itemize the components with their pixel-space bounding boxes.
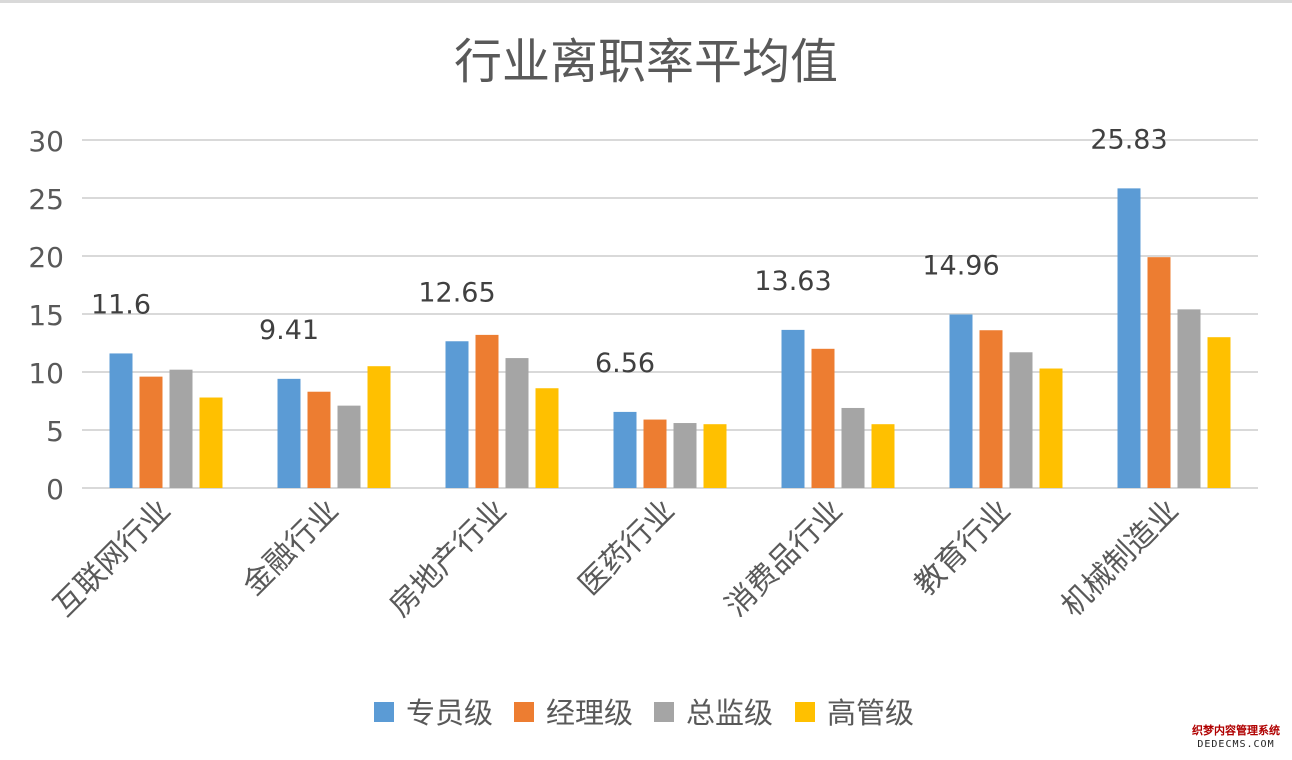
x-category-label: 医药行业 (572, 493, 682, 603)
x-category-label: 机械制造业 (1055, 493, 1186, 624)
top-border (0, 0, 1292, 3)
y-tick-label: 10 (28, 357, 64, 390)
bar (781, 329, 805, 488)
bar (673, 423, 697, 488)
x-axis-labels: 互联网行业 金融行业 房地产行业 医药行业 消费品行业 教育行业 机械制造业 (47, 493, 1186, 624)
bar (703, 424, 727, 488)
bar (337, 405, 361, 488)
bar (1177, 309, 1201, 488)
bar (139, 376, 163, 488)
x-category-label: 教育行业 (908, 493, 1018, 603)
data-label: 12.65 (418, 277, 495, 308)
bar (613, 411, 637, 488)
data-label: 6.56 (595, 348, 655, 379)
bar (1207, 337, 1231, 488)
legend-swatch (514, 702, 534, 722)
y-tick-label: 15 (28, 299, 64, 332)
bar (811, 348, 835, 488)
bar (367, 366, 391, 488)
legend-swatch (654, 702, 674, 722)
data-labels: 11.6 9.41 12.65 6.56 13.63 14.96 25.83 (91, 124, 1168, 379)
y-tick-label: 20 (28, 241, 64, 274)
legend: 专员级 经理级 总监级 高管级 (374, 696, 914, 730)
data-label: 13.63 (754, 266, 831, 297)
bar (169, 369, 193, 488)
bar (535, 388, 559, 488)
y-tick-label: 5 (46, 415, 64, 448)
bar (841, 407, 865, 488)
bar (505, 358, 529, 488)
x-category-label: 房地产行业 (383, 493, 514, 624)
y-tick-label: 25 (28, 183, 64, 216)
data-label: 14.96 (922, 250, 999, 281)
legend-label: 总监级 (686, 696, 773, 730)
y-tick-label: 0 (46, 473, 64, 506)
y-axis-ticks: 0 5 10 15 20 25 30 (28, 125, 64, 506)
legend-label: 专员级 (406, 696, 493, 730)
bar (199, 397, 223, 488)
legend-swatch (374, 702, 394, 722)
bar (1039, 368, 1063, 488)
bar (871, 424, 895, 488)
bars (109, 188, 1231, 488)
bar (277, 378, 301, 488)
bar (949, 314, 973, 488)
bar (1009, 352, 1033, 488)
data-label: 25.83 (1090, 124, 1167, 155)
legend-swatch (795, 702, 815, 722)
x-category-label: 互联网行业 (47, 493, 178, 624)
chart-title: 行业离职率平均值 (454, 34, 838, 90)
legend-label: 经理级 (546, 696, 633, 730)
data-label: 9.41 (259, 315, 319, 346)
legend-label: 高管级 (827, 696, 914, 730)
bar (1147, 257, 1171, 488)
x-category-label: 消费品行业 (719, 493, 850, 624)
bar (475, 334, 499, 488)
data-label: 11.6 (91, 289, 151, 320)
x-category-label: 金融行业 (236, 493, 346, 603)
watermark-logo: 织梦内容管理系统 DEDECMS.COM (1188, 722, 1284, 754)
y-tick-label: 30 (28, 125, 64, 158)
bar (979, 330, 1003, 488)
bar (445, 341, 469, 488)
watermark-line2: DEDECMS.COM (1197, 739, 1275, 750)
bar (643, 419, 667, 488)
watermark-line1: 织梦内容管理系统 (1192, 724, 1280, 737)
bar (1117, 188, 1141, 488)
bar (307, 391, 331, 488)
bar (109, 353, 133, 488)
